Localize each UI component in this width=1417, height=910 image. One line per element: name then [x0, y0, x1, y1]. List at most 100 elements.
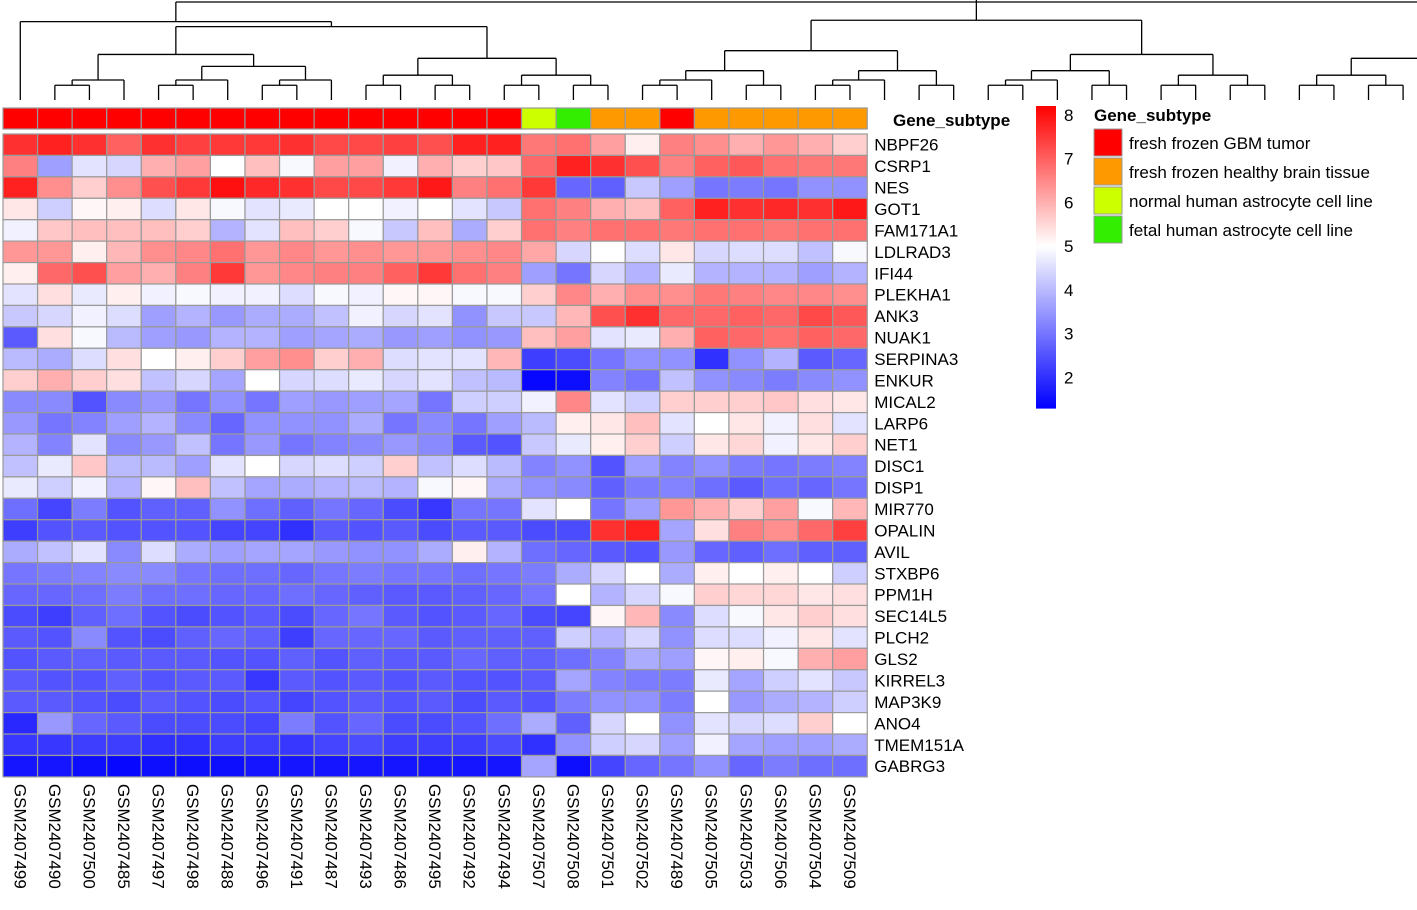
heatmap-cell	[590, 219, 626, 242]
heatmap-cell	[451, 604, 488, 628]
heatmap-cell	[382, 176, 419, 199]
heatmap-cell	[693, 754, 730, 778]
heatmap-cell	[140, 669, 177, 692]
heatmap-cell	[451, 219, 488, 242]
heatmap-cell	[693, 454, 730, 478]
heatmap-cell	[2, 669, 39, 692]
legend-swatch	[1093, 157, 1123, 186]
annotation-cell	[175, 107, 212, 130]
heatmap-cell	[313, 712, 350, 735]
heatmap-cell	[313, 454, 350, 478]
heatmap-cell	[693, 733, 730, 757]
colorbar-tick-label: 8	[1064, 106, 1073, 125]
heatmap-cell	[106, 369, 142, 392]
heatmap-cell	[417, 626, 454, 649]
heatmap-cell	[624, 176, 661, 199]
heatmap-cell	[278, 754, 315, 778]
heatmap-cell	[520, 669, 557, 692]
heatmap-cell	[451, 712, 488, 735]
column-label: GSM2407498	[183, 784, 202, 889]
heatmap-cell	[728, 433, 765, 457]
heatmap-cell	[209, 626, 246, 649]
heatmap-cell	[832, 690, 868, 714]
heatmap-cell	[590, 176, 626, 199]
colorbar-segment	[1036, 370, 1056, 374]
heatmap-cell	[728, 369, 765, 392]
colorbar-segment	[1036, 141, 1056, 145]
heatmap-cell	[36, 712, 73, 735]
heatmap-cell	[659, 326, 696, 349]
heatmap-cell	[244, 626, 281, 649]
heatmap-cell	[624, 433, 661, 457]
heatmap-cell	[486, 154, 523, 178]
heatmap-cell	[140, 583, 177, 607]
heatmap-cell	[486, 519, 523, 542]
heatmap-cell	[209, 754, 246, 778]
heatmap-cell	[451, 369, 488, 392]
heatmap-cell	[832, 519, 868, 542]
heatmap-cell	[417, 369, 454, 392]
heatmap-cell	[417, 326, 454, 349]
heatmap-cell	[451, 347, 488, 371]
heatmap-cell	[590, 133, 626, 157]
heatmap-cell	[486, 433, 523, 457]
heatmap-cell	[590, 433, 626, 457]
heatmap-cell	[624, 690, 661, 714]
heatmap-cell	[71, 583, 108, 607]
heatmap-cell	[278, 626, 315, 649]
heatmap-cell	[486, 369, 523, 392]
heatmap-cell	[140, 626, 177, 649]
annotation-cell	[244, 107, 281, 130]
heatmap-cell	[590, 411, 626, 435]
heatmap-cell	[417, 519, 454, 542]
heatmap-cell	[313, 283, 350, 307]
heatmap-cell	[486, 283, 523, 307]
heatmap-cell	[244, 369, 281, 392]
heatmap-cell	[140, 369, 177, 392]
row-label: ANK3	[874, 307, 918, 326]
heatmap-cell	[693, 240, 730, 264]
heatmap-cell	[417, 154, 454, 178]
heatmap-cell	[2, 690, 39, 714]
heatmap-cell	[209, 476, 246, 499]
colorbar-segment	[1036, 352, 1056, 356]
column-label: GSM2407507	[529, 784, 548, 889]
heatmap-cell	[417, 476, 454, 499]
heatmap-cell	[659, 347, 696, 371]
heatmap-cell	[209, 712, 246, 735]
column-label: GSM2407490	[45, 784, 64, 889]
colorbar-segment	[1036, 345, 1056, 349]
heatmap-cell	[762, 369, 799, 392]
heatmap-cell	[244, 283, 281, 307]
colorbar-segment	[1036, 322, 1056, 326]
heatmap-cell	[832, 411, 868, 435]
heatmap-cell	[728, 561, 765, 585]
colorbar-segment	[1036, 387, 1056, 391]
heatmap-cell	[2, 497, 39, 521]
heatmap-cell	[590, 369, 626, 392]
heatmap-cell	[36, 454, 73, 478]
heatmap-cell	[2, 604, 39, 628]
heatmap-cell	[313, 390, 350, 414]
colorbar-segment	[1036, 224, 1056, 228]
heatmap-cell	[832, 540, 868, 564]
heatmap-cell	[486, 626, 523, 649]
heatmap-cell	[659, 240, 696, 264]
heatmap-cell	[693, 497, 730, 521]
heatmap-cell	[797, 519, 834, 542]
heatmap-cell	[520, 433, 557, 457]
heatmap-cell	[140, 347, 177, 371]
colorbar-segment	[1036, 297, 1056, 301]
heatmap-cell	[520, 154, 557, 178]
heatmap-cell	[728, 754, 765, 778]
heatmap-cell	[762, 176, 799, 199]
heatmap-cell	[2, 261, 39, 285]
heatmap-cell	[555, 690, 592, 714]
heatmap-cell	[693, 647, 730, 671]
heatmap-cell	[382, 754, 419, 778]
heatmap-cell	[451, 561, 488, 585]
heatmap-cell	[106, 154, 142, 178]
heatmap-cell	[348, 197, 384, 221]
heatmap-cell	[832, 154, 868, 178]
heatmap-cell	[2, 154, 39, 178]
